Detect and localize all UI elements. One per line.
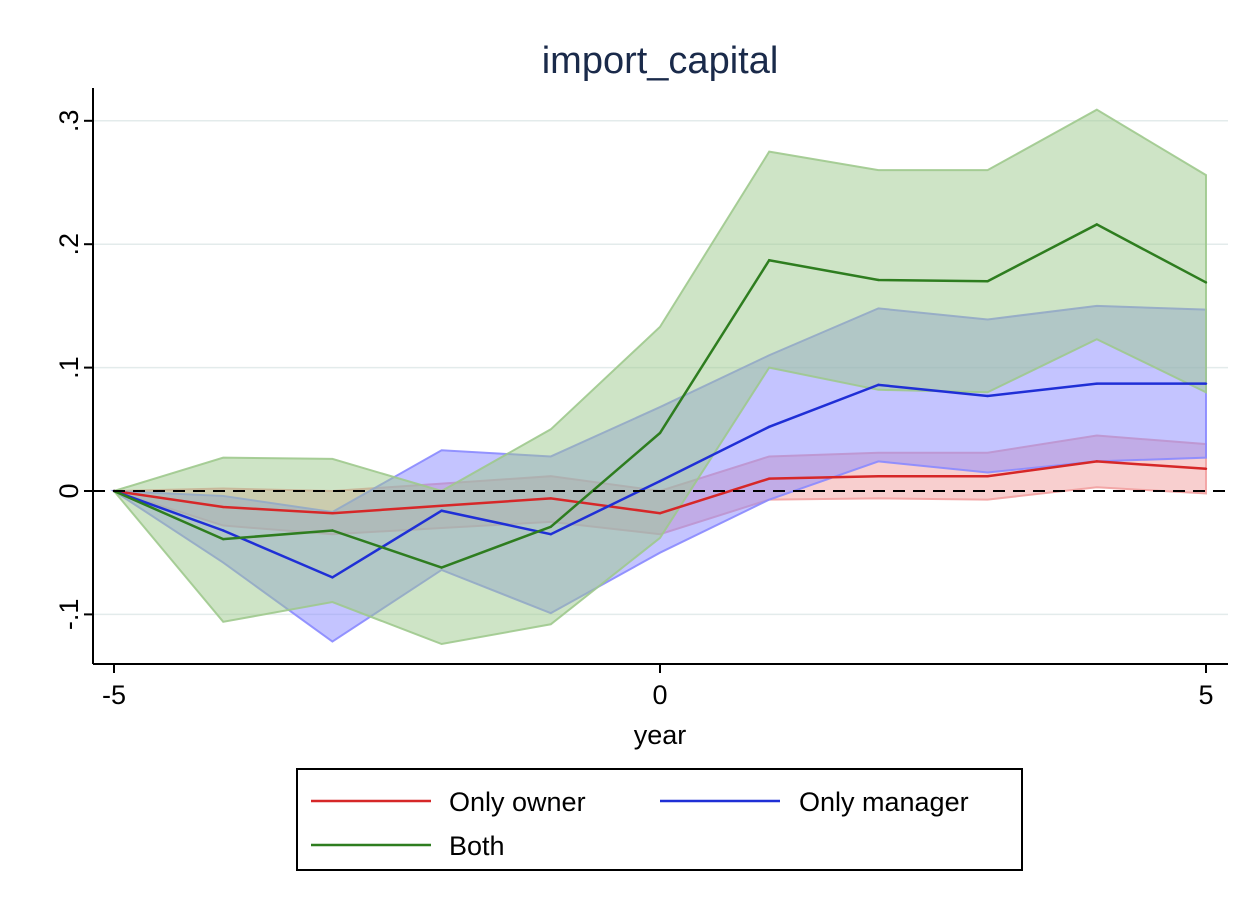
axes: -.1 0 .1 .2 .3 -5 0 5 (54, 88, 1228, 710)
data-point-2-10 (1204, 281, 1208, 284)
data-point-2-8 (986, 280, 989, 283)
y-tick-label-3: .2 (54, 233, 84, 256)
y-tick-label-2: .1 (54, 356, 84, 379)
y-tick-label-4: .3 (54, 110, 84, 133)
data-point-2-1 (222, 537, 225, 541)
data-point-2-6 (768, 259, 771, 262)
data-point-0-8 (986, 474, 989, 478)
data-point-0-3 (440, 504, 443, 508)
data-point-1-4 (549, 532, 552, 536)
data-point-1-7 (877, 383, 880, 387)
x-tick-label-0: -5 (102, 680, 126, 710)
data-point-0-6 (768, 477, 771, 480)
series-lines (112, 223, 1208, 579)
data-point-0-4 (549, 497, 552, 500)
data-point-2-4 (549, 525, 552, 528)
data-point-2-3 (440, 566, 443, 569)
data-point-2-9 (1095, 223, 1099, 226)
data-point-1-9 (1095, 382, 1099, 385)
x-tick-label-2: 5 (1198, 680, 1213, 710)
data-point-2-2 (331, 529, 334, 532)
data-point-2-7 (877, 278, 880, 282)
data-point-0-1 (222, 505, 225, 509)
legend-box (296, 768, 1023, 871)
data-point-1-10 (1204, 382, 1208, 385)
data-point-0-2 (331, 512, 334, 515)
x-axis-label: year (634, 720, 687, 750)
x-tick-label-1: 0 (652, 680, 667, 710)
y-tick-label-0: -.1 (54, 599, 84, 631)
data-point-0-9 (1095, 460, 1099, 463)
data-point-0-10 (1204, 467, 1208, 470)
data-point-0-7 (877, 474, 880, 478)
legend: Only owner Only manager Both (296, 768, 1023, 871)
y-tick-label-1: 0 (54, 483, 84, 498)
data-point-1-3 (440, 509, 443, 512)
legend-label-1: Only manager (799, 787, 969, 817)
data-point-1-6 (768, 425, 771, 429)
chart-title: import_capital (542, 40, 779, 82)
legend-label-0: Only owner (449, 787, 586, 817)
data-point-0-5 (658, 512, 662, 515)
data-point-1-1 (222, 529, 225, 532)
data-point-1-2 (331, 576, 334, 579)
data-point-1-5 (658, 479, 662, 483)
data-point-2-5 (658, 431, 662, 435)
data-point-1-8 (986, 394, 989, 398)
legend-label-2: Both (449, 831, 505, 861)
